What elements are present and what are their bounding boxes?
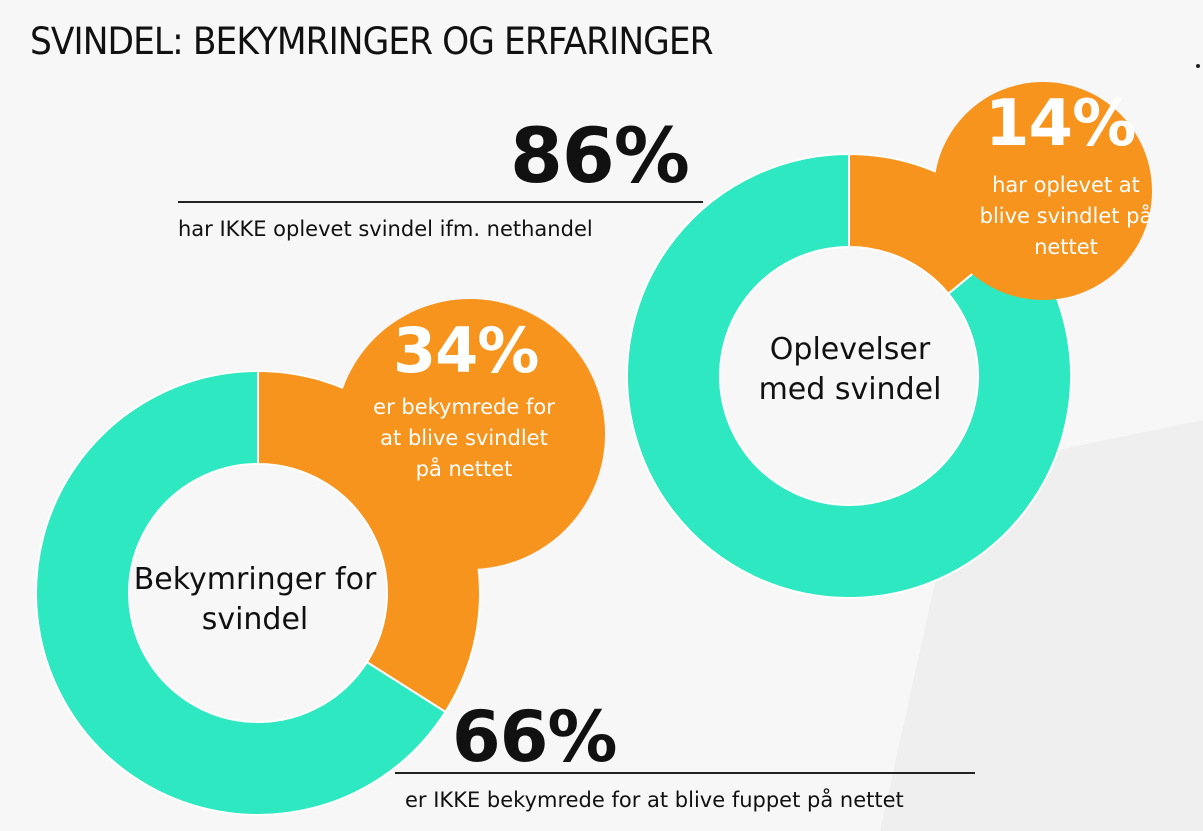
label-14: har oplevet at blive svindlet på nettet	[979, 173, 1153, 259]
label-66: er IKKE bekymrede for at blive fuppet på…	[405, 788, 904, 812]
center-label-experiences: Oplevelser med svindel	[758, 332, 942, 407]
label-34: er bekymrede for at blive svindlet på ne…	[373, 395, 555, 481]
page-title: SVINDEL: BEKYMRINGER OG ERFARINGER	[30, 20, 714, 63]
center-label-concerns: Bekymringer for svindel	[133, 562, 377, 637]
rule-66	[395, 772, 975, 774]
label-86: har IKKE oplevet svindel ifm. nethandel	[178, 217, 593, 241]
value-66: 66%	[452, 696, 618, 778]
donut-slice-2-2	[35, 369, 447, 816]
value-14: 14%	[985, 87, 1136, 161]
value-34: 34%	[393, 314, 539, 387]
rule-86	[178, 201, 703, 203]
donut-slice-1-2	[626, 152, 1072, 599]
decorative-dot	[1196, 64, 1200, 68]
bubble-34	[335, 299, 605, 569]
bubble-14	[934, 82, 1152, 300]
value-86: 86%	[510, 111, 690, 200]
